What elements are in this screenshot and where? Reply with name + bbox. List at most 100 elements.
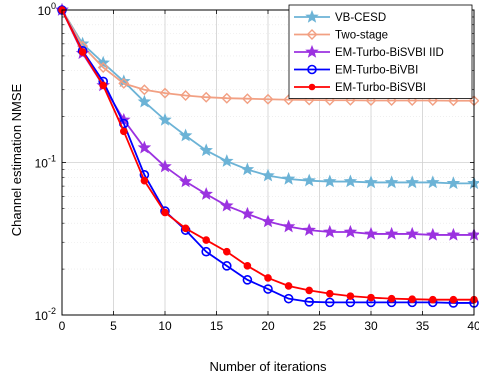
data-point <box>427 95 439 106</box>
legend-marker <box>307 64 317 75</box>
series-line-2 <box>61 9 474 102</box>
x-tick-label: 25 <box>313 319 327 333</box>
data-point <box>264 274 272 282</box>
data-point <box>161 208 169 217</box>
data-point <box>449 295 458 304</box>
legend-label: VB-CESD <box>335 12 386 24</box>
data-point <box>263 284 273 294</box>
data-point <box>343 224 358 238</box>
data-point <box>181 224 190 233</box>
data-point <box>199 187 213 200</box>
legend-entry: EM-Turbo-BiSVBI <box>294 82 426 94</box>
data-point <box>384 226 399 240</box>
data-point <box>118 77 130 89</box>
data-point <box>447 95 459 107</box>
data-point <box>365 95 377 106</box>
data-point <box>137 94 152 108</box>
legend-marker <box>305 9 319 23</box>
data-point <box>158 112 172 126</box>
data-point <box>180 90 192 101</box>
data-point <box>283 293 294 304</box>
data-point <box>240 162 255 176</box>
y-tick-label: 10-2 <box>35 306 56 323</box>
data-point <box>158 159 172 173</box>
legend-label: Two-stage <box>335 30 388 42</box>
y-tick-label: 100 <box>38 1 56 18</box>
data-point <box>262 93 274 105</box>
legend-label: EM-Turbo-BiSVBI <box>335 82 426 94</box>
y-tick-label: 10-1 <box>35 154 56 171</box>
data-point <box>346 292 355 300</box>
x-tick-label: 40 <box>467 319 479 333</box>
x-tick-label: 0 <box>59 319 66 333</box>
data-point <box>343 174 358 188</box>
data-point <box>364 226 378 240</box>
data-point <box>446 227 461 241</box>
data-point <box>178 128 193 142</box>
data-point <box>386 95 398 106</box>
data-point <box>223 247 231 256</box>
x-axis-label: Number of iterations <box>209 359 327 374</box>
data-point <box>221 92 233 104</box>
data-point <box>284 282 293 290</box>
data-point <box>384 175 399 189</box>
data-point <box>220 198 234 212</box>
data-point <box>408 295 417 303</box>
data-point <box>99 81 107 90</box>
data-point <box>367 293 375 302</box>
y-axis-label: Channel estimation NMSE <box>9 83 24 236</box>
data-point <box>302 173 316 187</box>
data-point <box>241 93 253 105</box>
data-point <box>304 297 315 307</box>
data-point <box>140 176 149 185</box>
data-point <box>281 219 296 233</box>
data-point <box>120 127 128 136</box>
data-point <box>159 87 171 99</box>
data-point <box>261 214 275 228</box>
data-point <box>324 297 335 308</box>
x-tick-label: 15 <box>210 319 224 333</box>
x-tick-label: 10 <box>158 319 172 333</box>
legend-entry: EM-Turbo-BiVBI <box>294 65 418 77</box>
legend-label: EM-Turbo-BiVBI <box>335 65 418 77</box>
data-point <box>323 174 337 188</box>
data-point <box>426 227 440 241</box>
data-point <box>305 286 314 295</box>
data-point <box>302 223 316 236</box>
data-point <box>199 143 213 157</box>
legend-entry: EM-Turbo-BiSVBI IID <box>294 44 444 59</box>
data-point <box>323 224 337 238</box>
data-point <box>200 91 212 103</box>
legend-marker <box>306 29 318 40</box>
legend-marker <box>305 44 319 58</box>
data-point <box>220 154 234 167</box>
data-point <box>243 262 252 270</box>
x-tick-label: 20 <box>261 319 275 333</box>
data-point <box>138 84 150 96</box>
x-tick-label: 35 <box>416 319 430 333</box>
data-point <box>240 206 255 220</box>
data-point <box>364 175 378 189</box>
legend-label: EM-Turbo-BiSVBI IID <box>335 47 444 59</box>
data-point <box>202 236 210 244</box>
data-point <box>242 275 253 285</box>
data-point <box>97 61 109 73</box>
legend-entry: Two-stage <box>294 29 388 42</box>
data-point <box>406 95 418 106</box>
legend-marker <box>308 83 316 91</box>
x-tick-label: 5 <box>110 319 117 333</box>
data-point <box>222 261 232 271</box>
data-point <box>178 174 193 188</box>
data-point <box>261 168 275 182</box>
data-point <box>137 140 152 154</box>
data-point <box>78 48 87 56</box>
data-point <box>387 294 396 303</box>
data-point <box>446 176 461 190</box>
x-tick-label: 30 <box>364 319 378 333</box>
data-point <box>201 246 211 257</box>
series-line-4 <box>61 9 474 304</box>
data-point <box>426 175 440 189</box>
data-point <box>281 171 296 185</box>
data-point <box>429 295 437 304</box>
